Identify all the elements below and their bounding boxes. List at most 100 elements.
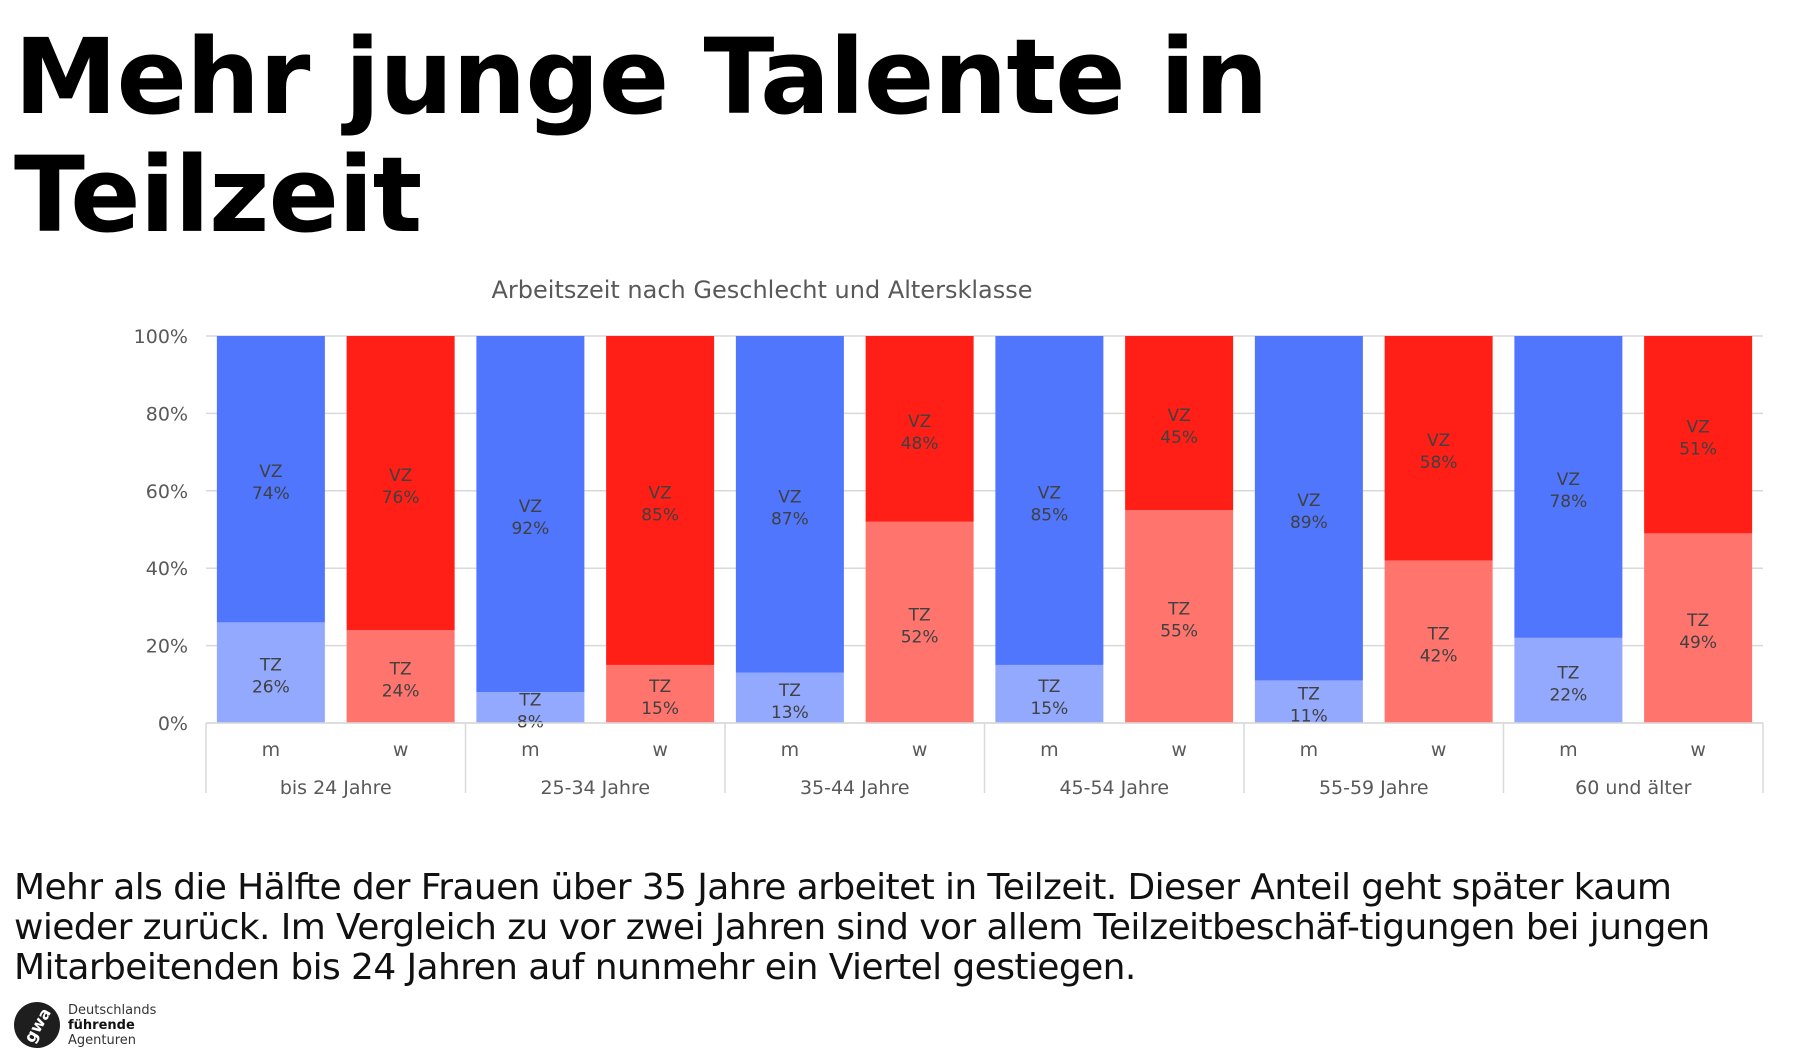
bar-vz-m	[1514, 336, 1623, 638]
y-tick-label: 40%	[146, 558, 188, 580]
data-label-series: VZ	[259, 462, 282, 482]
summary-text: Mehr als die Hälfte der Frauen über 35 J…	[14, 867, 1710, 988]
bar-vz-w	[346, 336, 455, 631]
bar-vz-m	[476, 336, 585, 693]
bar-tz-m	[216, 622, 325, 723]
y-tick-label: 80%	[146, 403, 188, 425]
bar-vz-m	[1254, 336, 1363, 681]
bar-vz-w	[1125, 336, 1234, 511]
bar-vz-m	[216, 336, 325, 623]
x-group-label: 60 und älter	[1575, 777, 1691, 799]
data-label-series: TZ	[389, 660, 412, 680]
data-label-value: 51%	[1679, 440, 1717, 460]
data-label-value: 13%	[771, 703, 809, 723]
data-label-series: TZ	[778, 681, 801, 701]
bar-tz-m	[995, 664, 1104, 723]
bar-vz-w	[865, 336, 974, 522]
data-label-value: 22%	[1549, 685, 1587, 705]
bar-tz-m	[476, 692, 585, 723]
data-label-series: TZ	[1167, 600, 1190, 620]
data-label-series: TZ	[259, 656, 282, 676]
chart-title: Arbeitszeit nach Geschlecht und Alterskl…	[491, 276, 1032, 304]
data-label-series: TZ	[648, 677, 671, 697]
data-label-series: TZ	[1037, 677, 1060, 697]
x-group-label: bis 24 Jahre	[280, 777, 392, 799]
x-subcategory-label: w	[912, 739, 928, 761]
data-label-value: 11%	[1290, 707, 1328, 727]
data-label-value: 92%	[511, 519, 549, 539]
bar-vz-m	[735, 336, 844, 673]
bar-vz-w	[1644, 336, 1753, 534]
data-label-series: TZ	[1686, 611, 1709, 631]
data-label-series: TZ	[1556, 663, 1579, 683]
logo-text: Deutschlands führende Agenturen	[68, 1003, 156, 1048]
chart: Arbeitszeit nach Geschlecht und Alterskl…	[134, 276, 1764, 799]
logo-line-1: Deutschlands	[68, 1002, 157, 1018]
y-tick-label: 100%	[134, 326, 188, 348]
data-label-series: VZ	[1297, 491, 1320, 511]
y-tick-label: 60%	[146, 481, 188, 503]
data-label-series: TZ	[1427, 625, 1450, 645]
data-label-value: 55%	[1160, 622, 1198, 642]
data-label-value: 78%	[1549, 492, 1587, 512]
x-subcategory-label: m	[262, 739, 281, 761]
bar-vz-w	[1384, 336, 1493, 561]
data-label-value: 15%	[641, 699, 679, 719]
data-label-series: VZ	[1557, 470, 1580, 490]
x-subcategory-label: m	[521, 739, 540, 761]
y-tick-label: 20%	[146, 636, 188, 658]
x-subcategory-label: w	[393, 739, 409, 761]
data-label-value: 85%	[641, 505, 679, 525]
data-label-series: VZ	[908, 412, 931, 432]
data-label-value: 49%	[1679, 633, 1717, 653]
data-label-value: 45%	[1160, 428, 1198, 448]
bar-tz-m	[1514, 637, 1623, 723]
data-label-series: VZ	[519, 497, 542, 517]
data-label-value: 24%	[382, 682, 420, 702]
data-label-value: 15%	[1030, 699, 1068, 719]
data-label-value: 89%	[1290, 513, 1328, 533]
x-subcategory-label: m	[1040, 739, 1059, 761]
x-subcategory-label: w	[652, 739, 668, 761]
x-group-label: 25-34 Jahre	[540, 777, 650, 799]
bar-tz-w	[1125, 510, 1234, 723]
x-subcategory-label: w	[1431, 739, 1447, 761]
x-subcategory-label: w	[1690, 739, 1706, 761]
data-label-series: VZ	[648, 483, 671, 503]
x-subcategory-label: m	[781, 739, 800, 761]
bar-tz-w	[606, 664, 715, 723]
data-label-value: 26%	[252, 678, 290, 698]
data-label-series: TZ	[518, 691, 541, 711]
data-label-value: 87%	[771, 509, 809, 529]
logo-mark-text: gwa	[19, 1004, 55, 1046]
data-label-series: VZ	[1038, 483, 1061, 503]
x-subcategory-label: m	[1559, 739, 1578, 761]
logo-line-2: führende	[68, 1017, 135, 1033]
data-label-value: 42%	[1420, 647, 1458, 667]
data-label-value: 48%	[901, 434, 939, 454]
data-label-value: 74%	[252, 484, 290, 504]
data-label-value: 52%	[901, 627, 939, 647]
bar-vz-m	[995, 336, 1104, 665]
logo-mark-icon: gwa	[5, 993, 69, 1057]
data-label-series: VZ	[1686, 418, 1709, 438]
x-group-label: 45-54 Jahre	[1059, 777, 1169, 799]
y-axis-ticks: 0% 20% 40% 60% 80% 100%	[134, 326, 188, 735]
data-label-series: TZ	[908, 605, 931, 625]
bar-tz-w	[865, 521, 974, 723]
data-label-series: VZ	[778, 487, 801, 507]
bar-tz-w	[1384, 560, 1493, 723]
headline: Mehr junge Talente in Teilzeit	[14, 16, 1269, 256]
data-label-value: 85%	[1030, 505, 1068, 525]
bar-tz-w	[1644, 533, 1753, 723]
y-tick-label: 0%	[158, 713, 188, 735]
bar-vz-w	[606, 336, 715, 665]
data-label-series: VZ	[1427, 431, 1450, 451]
logo: gwa Deutschlands führende Agenturen	[5, 993, 156, 1057]
data-label-value: 58%	[1420, 453, 1458, 473]
bar-tz-m	[735, 672, 844, 723]
data-label-series: VZ	[1167, 406, 1190, 426]
x-group-label: 35-44 Jahre	[800, 777, 910, 799]
data-label-series: TZ	[1297, 685, 1320, 705]
